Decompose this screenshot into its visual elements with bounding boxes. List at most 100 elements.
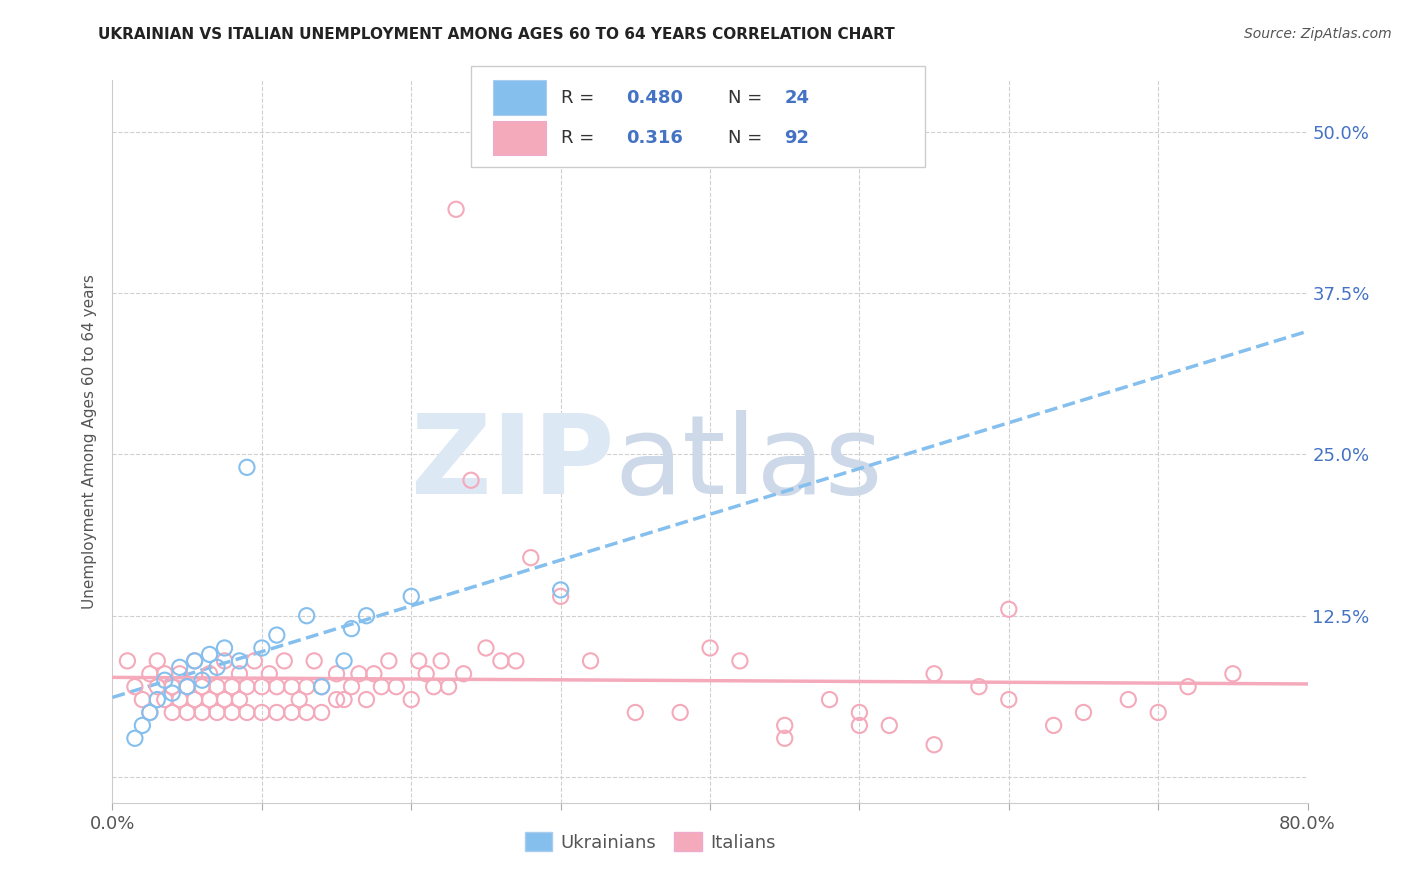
- Point: [437, 680, 460, 694]
- Point: [139, 706, 162, 720]
- Point: [146, 654, 169, 668]
- Point: [214, 692, 236, 706]
- Point: [773, 718, 796, 732]
- Point: [191, 673, 214, 688]
- Point: [967, 680, 990, 694]
- Point: [550, 590, 572, 604]
- Point: [146, 680, 169, 694]
- Point: [325, 666, 347, 681]
- Point: [879, 718, 901, 732]
- Point: [356, 608, 378, 623]
- Point: [183, 654, 205, 668]
- Text: Source: ZipAtlas.com: Source: ZipAtlas.com: [1244, 27, 1392, 41]
- Point: [124, 731, 146, 746]
- Point: [198, 666, 221, 681]
- Point: [243, 654, 266, 668]
- Point: [408, 654, 430, 668]
- Point: [236, 460, 259, 475]
- Text: R =: R =: [561, 129, 606, 147]
- Text: 92: 92: [785, 129, 808, 147]
- Point: [176, 680, 198, 694]
- Point: [1073, 706, 1095, 720]
- Point: [401, 692, 423, 706]
- Point: [520, 550, 543, 565]
- Point: [333, 692, 356, 706]
- Point: [281, 680, 304, 694]
- Point: [131, 692, 153, 706]
- Point: [311, 680, 333, 694]
- Text: ZIP: ZIP: [411, 409, 614, 516]
- Point: [131, 718, 153, 732]
- Point: [669, 706, 692, 720]
- Point: [699, 640, 721, 655]
- Point: [236, 680, 259, 694]
- Point: [176, 680, 198, 694]
- FancyBboxPatch shape: [471, 66, 925, 167]
- Point: [378, 654, 401, 668]
- Point: [183, 654, 205, 668]
- Point: [311, 706, 333, 720]
- Point: [169, 666, 191, 681]
- Point: [460, 473, 482, 487]
- Point: [266, 706, 288, 720]
- Point: [347, 666, 370, 681]
- Point: [228, 666, 250, 681]
- Point: [295, 608, 318, 623]
- Point: [221, 706, 243, 720]
- Point: [415, 666, 437, 681]
- Point: [998, 602, 1021, 616]
- Point: [205, 680, 228, 694]
- Point: [295, 680, 318, 694]
- Point: [385, 680, 408, 694]
- Point: [198, 692, 221, 706]
- Point: [169, 660, 191, 674]
- Text: UKRAINIAN VS ITALIAN UNEMPLOYMENT AMONG AGES 60 TO 64 YEARS CORRELATION CHART: UKRAINIAN VS ITALIAN UNEMPLOYMENT AMONG …: [98, 27, 896, 42]
- Point: [191, 706, 214, 720]
- Point: [848, 718, 870, 732]
- Point: [198, 648, 221, 662]
- Text: atlas: atlas: [614, 409, 883, 516]
- Y-axis label: Unemployment Among Ages 60 to 64 years: Unemployment Among Ages 60 to 64 years: [82, 274, 97, 609]
- Point: [139, 666, 162, 681]
- Point: [183, 692, 205, 706]
- Point: [281, 706, 304, 720]
- Point: [259, 666, 281, 681]
- Point: [818, 692, 841, 706]
- Point: [998, 692, 1021, 706]
- Point: [1042, 718, 1064, 732]
- Point: [250, 680, 273, 694]
- Point: [453, 666, 475, 681]
- Point: [773, 731, 796, 746]
- Point: [1118, 692, 1140, 706]
- Text: 24: 24: [785, 88, 808, 107]
- Point: [340, 622, 363, 636]
- Point: [1222, 666, 1244, 681]
- Point: [146, 692, 169, 706]
- Legend: Ukrainians, Italians: Ukrainians, Italians: [517, 824, 783, 859]
- Point: [922, 666, 945, 681]
- Point: [205, 706, 228, 720]
- Text: N =: N =: [728, 129, 768, 147]
- Point: [169, 692, 191, 706]
- Text: 0.316: 0.316: [627, 129, 683, 147]
- Point: [221, 680, 243, 694]
- Point: [153, 666, 176, 681]
- Point: [444, 202, 467, 217]
- Point: [214, 640, 236, 655]
- Point: [401, 590, 423, 604]
- Point: [266, 628, 288, 642]
- Point: [624, 706, 647, 720]
- Point: [325, 692, 347, 706]
- Point: [728, 654, 751, 668]
- Point: [475, 640, 498, 655]
- Point: [550, 582, 572, 597]
- FancyBboxPatch shape: [492, 120, 547, 155]
- Text: 0.480: 0.480: [627, 88, 683, 107]
- Point: [422, 680, 444, 694]
- Point: [356, 692, 378, 706]
- Point: [162, 686, 183, 700]
- Text: N =: N =: [728, 88, 768, 107]
- Point: [333, 654, 356, 668]
- Point: [176, 706, 198, 720]
- Point: [139, 706, 162, 720]
